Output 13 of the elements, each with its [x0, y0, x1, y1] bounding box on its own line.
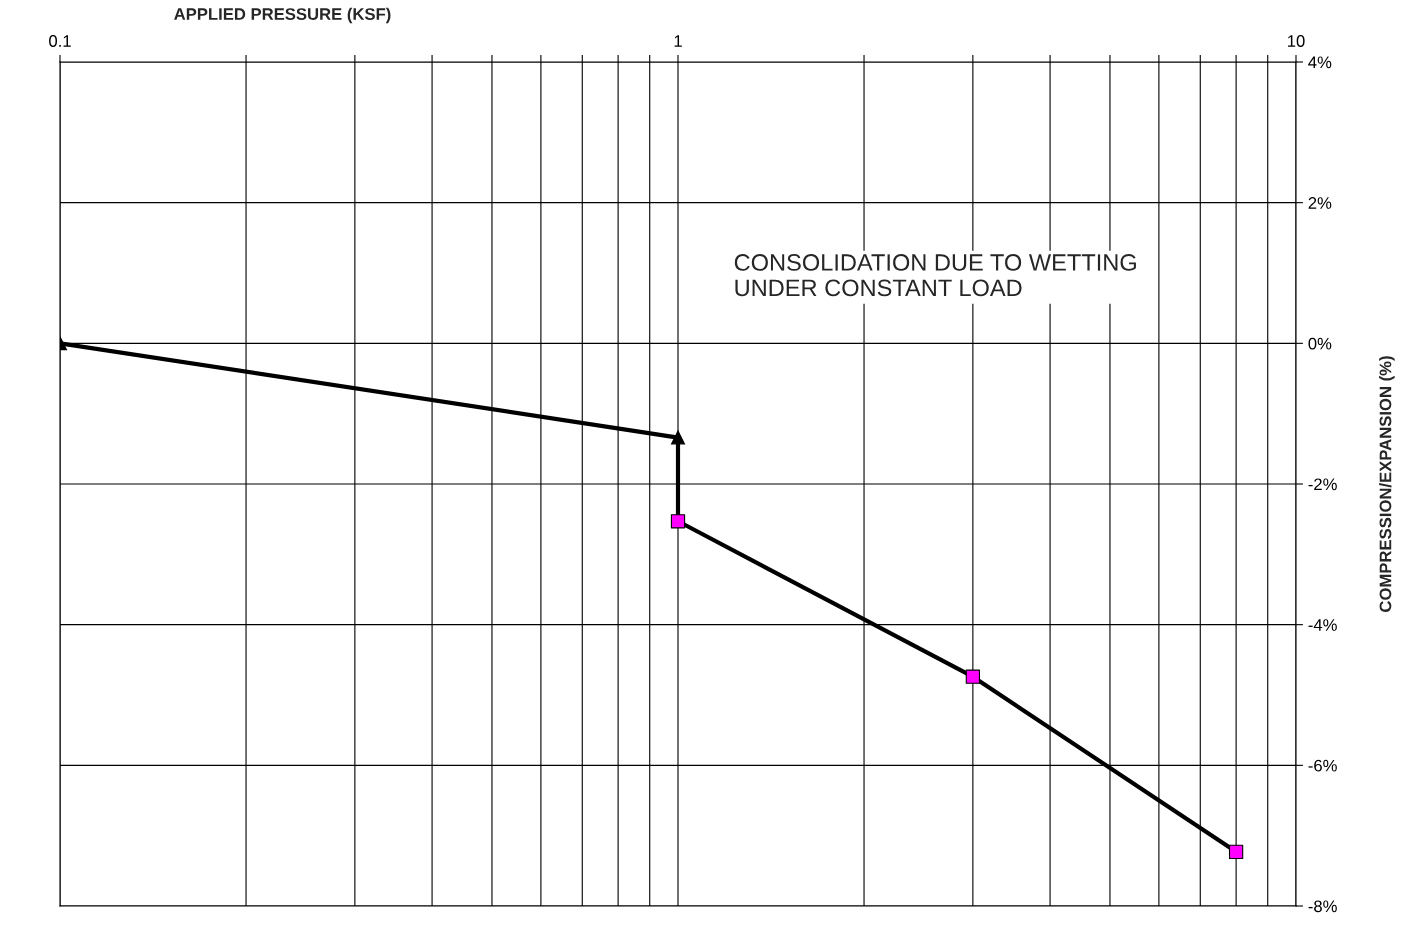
- x-tick-label: 1: [674, 35, 682, 47]
- y-tick-label: -6%: [1308, 759, 1337, 772]
- annotation: CONSOLIDATION DUE TO WETTING UNDER CONSTANT LOAD: [734, 254, 1136, 297]
- y-axis-title: COMPRESSION/EXPANSION (%): [1379, 356, 1395, 612]
- y-tick-label: 4%: [1308, 56, 1332, 69]
- y-tick-label: -4%: [1308, 619, 1337, 631]
- y-tick-label: -2%: [1308, 478, 1337, 491]
- x-tick-label: 0.1: [49, 35, 71, 47]
- x-axis-title: APPLIED PRESSURE (KSF): [174, 7, 391, 24]
- y-tick-label: -8%: [1308, 900, 1337, 913]
- y-tick-label: 0%: [1308, 337, 1332, 350]
- y-tick-label: 2%: [1308, 197, 1332, 209]
- x-tick-label: 10: [1288, 35, 1305, 47]
